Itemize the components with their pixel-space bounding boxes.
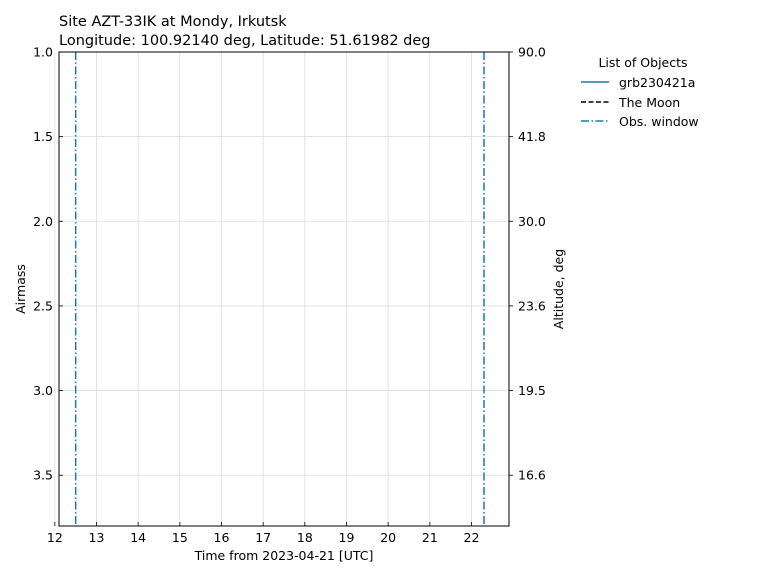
y-tick-label: 3.5 (33, 468, 53, 483)
y-tick-label: 2.0 (33, 214, 53, 229)
right-axis-ticks: 90.0 41.8 30.0 23.6 19.5 16.6 (509, 45, 546, 483)
legend-label-moon: The Moon (618, 95, 680, 110)
x-axis-label: Time from 2023-04-21 [UTC] (194, 548, 374, 563)
y-tick-label: 3.0 (33, 383, 53, 398)
x-tick-label: 22 (464, 530, 480, 545)
right-tick-label: 19.5 (518, 383, 546, 398)
x-tick-label: 14 (130, 530, 146, 545)
chart-title-line-1: Site AZT-33IK at Mondy, Irkutsk (59, 14, 287, 30)
x-tick-label: 16 (214, 530, 230, 545)
x-tick-label: 12 (47, 530, 63, 545)
legend: List of Objects grb230421a The Moon Obs.… (581, 55, 699, 129)
y-axis-label: Airmass (13, 264, 28, 314)
right-tick-label: 23.6 (518, 298, 546, 313)
right-tick-label: 90.0 (518, 45, 546, 60)
x-tick-label: 15 (172, 530, 188, 545)
y-tick-label: 1.5 (33, 129, 53, 144)
x-tick-label: 17 (255, 530, 271, 545)
grid (54, 51, 509, 526)
x-tick-label: 18 (297, 530, 313, 545)
x-tick-label: 19 (339, 530, 355, 545)
legend-label-obs-window: Obs. window (619, 114, 699, 129)
legend-label-grb230421a: grb230421a (619, 75, 695, 90)
chart-title-line-2: Longitude: 100.92140 deg, Latitude: 51.6… (59, 33, 430, 49)
right-tick-label: 16.6 (518, 468, 546, 483)
series-layer (74, 52, 485, 526)
y-tick-label: 2.5 (33, 298, 53, 313)
right-tick-label: 30.0 (518, 214, 546, 229)
x-tick-label: 20 (380, 530, 396, 545)
legend-title: List of Objects (598, 55, 687, 70)
x-tick-label: 13 (89, 530, 105, 545)
right-axis-label: Altitude, deg (551, 249, 566, 329)
x-axis-ticks: 12 13 14 15 16 17 18 19 20 21 22 (47, 522, 480, 545)
plot-frame (58, 51, 510, 527)
y-tick-label: 1.0 (33, 45, 53, 60)
right-tick-label: 41.8 (518, 129, 546, 144)
x-tick-label: 21 (422, 530, 438, 545)
y-axis-ticks: 1.0 1.5 2.0 2.5 3.0 3.5 (33, 45, 63, 483)
